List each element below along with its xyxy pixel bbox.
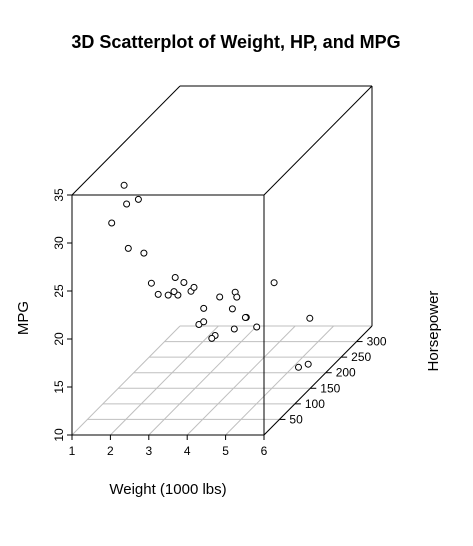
- x-tick-label: 2: [107, 444, 114, 458]
- data-point: [270, 279, 278, 287]
- grid-line-x: [71, 325, 181, 436]
- z-tick-label: 30: [52, 236, 66, 250]
- grid-line-x: [186, 325, 296, 436]
- data-point: [306, 314, 314, 322]
- z-tick-label: 20: [52, 332, 66, 346]
- y-tick-label: 100: [305, 397, 325, 411]
- data-point: [120, 181, 128, 189]
- data-point: [108, 219, 116, 227]
- data-point: [170, 288, 178, 296]
- data-point: [154, 290, 162, 298]
- data-point: [134, 195, 142, 203]
- data-point: [140, 249, 148, 257]
- grid-line-x: [148, 325, 258, 436]
- data-point: [147, 279, 155, 287]
- y-tick-label: 250: [351, 350, 371, 364]
- z-tick-label: 10: [52, 428, 66, 442]
- x-tick-label: 6: [261, 444, 268, 458]
- data-point: [230, 325, 238, 333]
- y-axis-label: Horsepower: [425, 291, 442, 372]
- data-point: [124, 244, 132, 252]
- grid-line-x: [225, 325, 334, 436]
- grid-line-x: [110, 325, 219, 436]
- data-point: [123, 200, 131, 208]
- data-point: [180, 279, 188, 286]
- data-point: [200, 318, 208, 326]
- data-point: [253, 323, 261, 331]
- z-tick-label: 15: [52, 380, 66, 394]
- data-point: [164, 291, 172, 299]
- x-tick-label: 3: [145, 444, 152, 458]
- box-edge: [263, 325, 373, 436]
- data-point: [233, 293, 241, 301]
- z-axis-label: MPG: [15, 301, 32, 335]
- data-points: [108, 181, 314, 371]
- data-point: [200, 304, 208, 312]
- data-point: [228, 305, 236, 313]
- y-tick-label: 50: [289, 412, 303, 426]
- chart-title: 3D Scatterplot of Weight, HP, and MPG: [71, 32, 400, 52]
- y-tick-label: 200: [336, 366, 356, 380]
- x-tick-label: 5: [222, 444, 229, 458]
- z-tick-label: 25: [52, 284, 66, 298]
- data-point: [208, 334, 216, 342]
- x-tick-label: 4: [184, 444, 191, 458]
- box-edge: [71, 85, 181, 196]
- x-axis-label: Weight (1000 lbs): [109, 481, 226, 498]
- y-tick-label: 150: [320, 381, 340, 395]
- data-point: [241, 314, 249, 321]
- plot-box: [71, 85, 373, 436]
- data-point: [171, 274, 179, 281]
- z-tick-label: 35: [52, 188, 66, 202]
- y-tick-label: 300: [367, 335, 387, 349]
- data-point: [304, 360, 312, 368]
- data-point: [295, 363, 302, 371]
- data-point: [190, 283, 198, 291]
- box-edge: [263, 85, 373, 196]
- data-point: [216, 293, 224, 301]
- x-tick-label: 1: [69, 444, 76, 458]
